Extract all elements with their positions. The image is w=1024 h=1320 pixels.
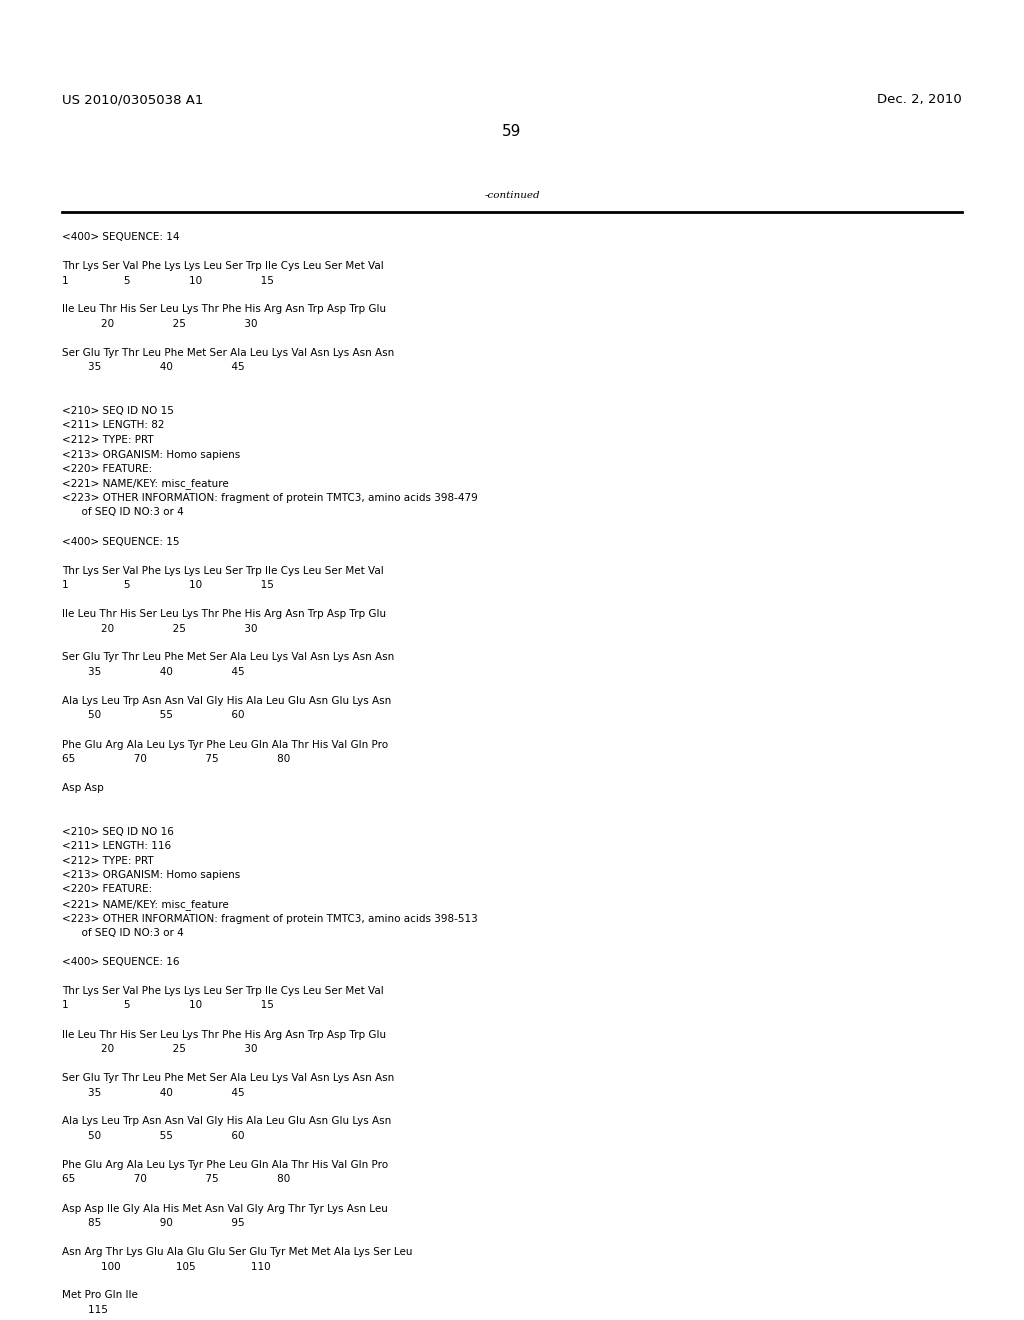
Text: Thr Lys Ser Val Phe Lys Lys Leu Ser Trp Ile Cys Leu Ser Met Val: Thr Lys Ser Val Phe Lys Lys Leu Ser Trp …: [62, 986, 384, 997]
Text: <211> LENGTH: 82: <211> LENGTH: 82: [62, 421, 165, 430]
Text: 115: 115: [62, 1305, 108, 1315]
Text: <221> NAME/KEY: misc_feature: <221> NAME/KEY: misc_feature: [62, 899, 228, 909]
Text: Asp Asp Ile Gly Ala His Met Asn Val Gly Arg Thr Tyr Lys Asn Leu: Asp Asp Ile Gly Ala His Met Asn Val Gly …: [62, 1204, 388, 1213]
Text: 50                  55                  60: 50 55 60: [62, 710, 245, 721]
Text: Ile Leu Thr His Ser Leu Lys Thr Phe His Arg Asn Trp Asp Trp Glu: Ile Leu Thr His Ser Leu Lys Thr Phe His …: [62, 609, 386, 619]
Text: <400> SEQUENCE: 16: <400> SEQUENCE: 16: [62, 957, 179, 968]
Text: Dec. 2, 2010: Dec. 2, 2010: [878, 94, 962, 107]
Text: 20                  25                  30: 20 25 30: [62, 319, 257, 329]
Text: 1                 5                  10                  15: 1 5 10 15: [62, 276, 273, 285]
Text: -continued: -continued: [484, 191, 540, 201]
Text: <400> SEQUENCE: 14: <400> SEQUENCE: 14: [62, 232, 179, 242]
Text: <220> FEATURE:: <220> FEATURE:: [62, 884, 153, 895]
Text: 20                  25                  30: 20 25 30: [62, 1044, 257, 1053]
Text: <221> NAME/KEY: misc_feature: <221> NAME/KEY: misc_feature: [62, 479, 228, 490]
Text: 100                 105                 110: 100 105 110: [62, 1262, 270, 1271]
Text: 50                  55                  60: 50 55 60: [62, 1131, 245, 1140]
Text: Ser Glu Tyr Thr Leu Phe Met Ser Ala Leu Lys Val Asn Lys Asn Asn: Ser Glu Tyr Thr Leu Phe Met Ser Ala Leu …: [62, 1073, 394, 1082]
Text: <212> TYPE: PRT: <212> TYPE: PRT: [62, 436, 154, 445]
Text: <212> TYPE: PRT: <212> TYPE: PRT: [62, 855, 154, 866]
Text: Thr Lys Ser Val Phe Lys Lys Leu Ser Trp Ile Cys Leu Ser Met Val: Thr Lys Ser Val Phe Lys Lys Leu Ser Trp …: [62, 261, 384, 271]
Text: 65                  70                  75                  80: 65 70 75 80: [62, 754, 290, 764]
Text: Ala Lys Leu Trp Asn Asn Val Gly His Ala Leu Glu Asn Glu Lys Asn: Ala Lys Leu Trp Asn Asn Val Gly His Ala …: [62, 1117, 391, 1126]
Text: 35                  40                  45: 35 40 45: [62, 667, 245, 677]
Text: <210> SEQ ID NO 16: <210> SEQ ID NO 16: [62, 826, 174, 837]
Text: Phe Glu Arg Ala Leu Lys Tyr Phe Leu Gln Ala Thr His Val Gln Pro: Phe Glu Arg Ala Leu Lys Tyr Phe Leu Gln …: [62, 739, 388, 750]
Text: Ser Glu Tyr Thr Leu Phe Met Ser Ala Leu Lys Val Asn Lys Asn Asn: Ser Glu Tyr Thr Leu Phe Met Ser Ala Leu …: [62, 348, 394, 358]
Text: Ser Glu Tyr Thr Leu Phe Met Ser Ala Leu Lys Val Asn Lys Asn Asn: Ser Glu Tyr Thr Leu Phe Met Ser Ala Leu …: [62, 652, 394, 663]
Text: Ala Lys Leu Trp Asn Asn Val Gly His Ala Leu Glu Asn Glu Lys Asn: Ala Lys Leu Trp Asn Asn Val Gly His Ala …: [62, 696, 391, 706]
Text: <220> FEATURE:: <220> FEATURE:: [62, 465, 153, 474]
Text: of SEQ ID NO:3 or 4: of SEQ ID NO:3 or 4: [62, 928, 183, 939]
Text: 1                 5                  10                  15: 1 5 10 15: [62, 1001, 273, 1011]
Text: <211> LENGTH: 116: <211> LENGTH: 116: [62, 841, 171, 851]
Text: <400> SEQUENCE: 15: <400> SEQUENCE: 15: [62, 536, 179, 546]
Text: 35                  40                  45: 35 40 45: [62, 1088, 245, 1097]
Text: <210> SEQ ID NO 15: <210> SEQ ID NO 15: [62, 407, 174, 416]
Text: 65                  70                  75                  80: 65 70 75 80: [62, 1175, 290, 1184]
Text: of SEQ ID NO:3 or 4: of SEQ ID NO:3 or 4: [62, 507, 183, 517]
Text: 1                 5                  10                  15: 1 5 10 15: [62, 579, 273, 590]
Text: Met Pro Gln Ile: Met Pro Gln Ile: [62, 1291, 138, 1300]
Text: 20                  25                  30: 20 25 30: [62, 623, 257, 634]
Text: Phe Glu Arg Ala Leu Lys Tyr Phe Leu Gln Ala Thr His Val Gln Pro: Phe Glu Arg Ala Leu Lys Tyr Phe Leu Gln …: [62, 1160, 388, 1170]
Text: 59: 59: [503, 124, 521, 140]
Text: Ile Leu Thr His Ser Leu Lys Thr Phe His Arg Asn Trp Asp Trp Glu: Ile Leu Thr His Ser Leu Lys Thr Phe His …: [62, 305, 386, 314]
Text: Asn Arg Thr Lys Glu Ala Glu Glu Ser Glu Tyr Met Met Ala Lys Ser Leu: Asn Arg Thr Lys Glu Ala Glu Glu Ser Glu …: [62, 1247, 413, 1257]
Text: <223> OTHER INFORMATION: fragment of protein TMTC3, amino acids 398-513: <223> OTHER INFORMATION: fragment of pro…: [62, 913, 478, 924]
Text: US 2010/0305038 A1: US 2010/0305038 A1: [62, 94, 204, 107]
Text: <213> ORGANISM: Homo sapiens: <213> ORGANISM: Homo sapiens: [62, 870, 241, 880]
Text: Asp Asp: Asp Asp: [62, 783, 103, 793]
Text: <223> OTHER INFORMATION: fragment of protein TMTC3, amino acids 398-479: <223> OTHER INFORMATION: fragment of pro…: [62, 492, 478, 503]
Text: <213> ORGANISM: Homo sapiens: <213> ORGANISM: Homo sapiens: [62, 450, 241, 459]
Text: 35                  40                  45: 35 40 45: [62, 363, 245, 372]
Text: Ile Leu Thr His Ser Leu Lys Thr Phe His Arg Asn Trp Asp Trp Glu: Ile Leu Thr His Ser Leu Lys Thr Phe His …: [62, 1030, 386, 1040]
Text: 85                  90                  95: 85 90 95: [62, 1218, 245, 1228]
Text: Thr Lys Ser Val Phe Lys Lys Leu Ser Trp Ile Cys Leu Ser Met Val: Thr Lys Ser Val Phe Lys Lys Leu Ser Trp …: [62, 565, 384, 576]
